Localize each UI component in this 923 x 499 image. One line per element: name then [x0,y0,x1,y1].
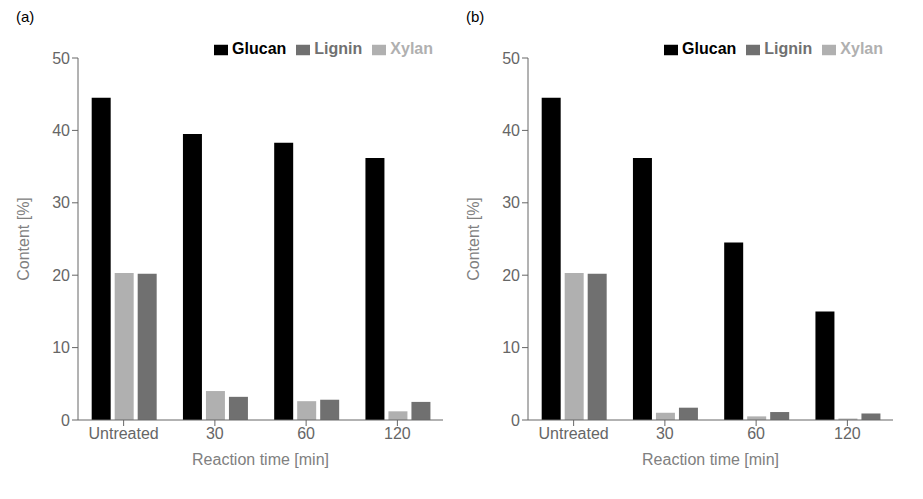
svg-text:20: 20 [502,267,520,284]
svg-text:0: 0 [61,412,70,429]
svg-text:60: 60 [297,425,315,442]
svg-text:Untreated: Untreated [88,425,158,442]
html-text:Lignin: Lignin [314,40,363,57]
svg-text:0: 0 [511,412,520,429]
svg-text:120: 120 [384,425,411,442]
svg-text:120: 120 [834,425,861,442]
svg-text:10: 10 [502,339,520,356]
svg-text:60: 60 [747,425,765,442]
svg-text:Content [%]: Content [%] [15,197,32,281]
html-text:(b): (b) [466,8,485,25]
svg-text:Reaction time [min]: Reaction time [min] [192,451,329,468]
svg-text:30: 30 [206,425,224,442]
html-text:Lignin: Lignin [764,40,813,57]
svg-text:Reaction time [min]: Reaction time [min] [642,451,779,468]
svg-text:30: 30 [656,425,674,442]
svg-text:Content [%]: Content [%] [465,197,482,281]
svg-text:30: 30 [52,194,70,211]
html-text:Xylan: Xylan [840,40,883,57]
svg-text:40: 40 [52,122,70,139]
svg-text:50: 50 [502,50,520,67]
svg-text:50: 50 [52,50,70,67]
html-text:Xylan: Xylan [390,40,433,57]
svg-text:30: 30 [502,194,520,211]
html-text:Glucan: Glucan [682,40,737,57]
html-text:(a): (a) [16,8,35,25]
svg-text:40: 40 [502,122,520,139]
html-text:Glucan: Glucan [232,40,287,57]
svg-text:Untreated: Untreated [538,425,608,442]
svg-text:20: 20 [52,267,70,284]
svg-text:10: 10 [52,339,70,356]
